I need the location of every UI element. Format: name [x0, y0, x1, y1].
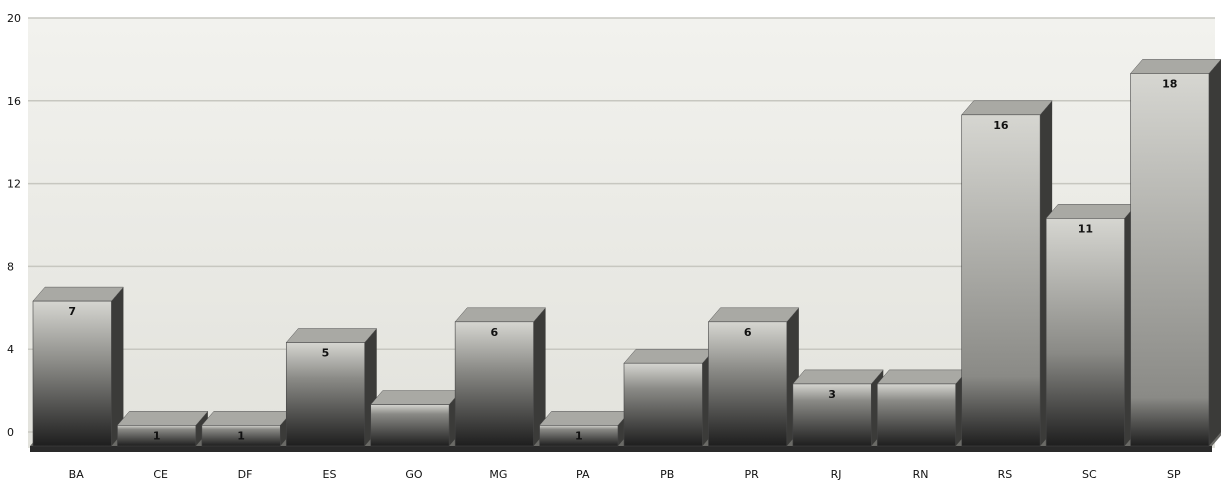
bar-CE	[116, 411, 209, 447]
bar-top	[539, 411, 631, 426]
x-tick-label: PB	[660, 468, 674, 481]
bar-side	[111, 287, 124, 446]
data-label: 18	[1162, 77, 1177, 90]
y-tick-label: 4	[7, 343, 14, 356]
data-label: 1	[153, 429, 161, 442]
bar-side	[533, 307, 546, 446]
x-tick-label: ES	[323, 468, 337, 481]
x-tick-label: PA	[576, 468, 590, 481]
bar-front	[32, 300, 112, 447]
bar-front	[708, 321, 788, 447]
x-tick-label: MG	[489, 468, 507, 481]
y-tick-label: 20	[7, 12, 21, 25]
bar-front	[285, 342, 366, 447]
bar-MG	[454, 307, 547, 447]
bar-SP	[1130, 59, 1221, 447]
data-label: 5	[322, 347, 330, 360]
bars	[32, 59, 1221, 447]
bar-top	[1130, 59, 1221, 74]
bar-front	[623, 362, 703, 447]
bar-SC	[1045, 204, 1138, 447]
bar-PA	[539, 411, 631, 447]
x-tick-label: RS	[998, 468, 1013, 481]
bar-top	[707, 307, 800, 323]
bar-top	[961, 100, 1053, 116]
bar-top	[792, 369, 884, 385]
data-label: 6	[491, 326, 499, 339]
bar-front	[1045, 218, 1125, 447]
bar-front	[117, 424, 197, 447]
bar-PR	[707, 307, 800, 447]
data-label: 11	[1078, 222, 1093, 235]
x-tick-label: CE	[153, 468, 168, 481]
bar-front	[201, 424, 281, 447]
bar-top	[623, 348, 715, 364]
y-tick-label: 16	[7, 95, 21, 108]
y-tick-label: 8	[7, 260, 14, 273]
y-tick-label: 12	[7, 178, 21, 191]
x-tick-label: SC	[1082, 468, 1097, 481]
bar-front	[961, 114, 1041, 447]
x-tick-label: PR	[745, 468, 760, 481]
x-tick-label: BA	[69, 468, 85, 481]
bar-top	[201, 411, 293, 426]
bar-front	[876, 383, 957, 447]
bar-front	[539, 424, 619, 447]
x-axis: BA CE DF ES GO MG PA PB PR RJ RN RS SC SP	[69, 468, 1181, 481]
x-tick-label: RN	[913, 468, 929, 481]
bar-side	[1209, 59, 1221, 447]
bar-RN	[876, 369, 969, 447]
y-tick-label: 0	[7, 426, 14, 439]
bar-DF	[201, 411, 293, 447]
bar-front	[370, 404, 450, 447]
data-label: 3	[828, 388, 836, 401]
bar-ES	[285, 328, 378, 447]
bar-top	[454, 307, 547, 323]
bar-front	[454, 321, 534, 447]
x-tick-label: GO	[405, 468, 423, 481]
bar-RJ	[792, 369, 884, 447]
bar-top	[876, 369, 969, 385]
bar-top	[116, 411, 209, 426]
x-tick-label: RJ	[831, 468, 842, 481]
data-label: 6	[744, 326, 752, 339]
bar-top	[32, 286, 124, 302]
x-tick-label: SP	[1167, 468, 1181, 481]
x-tick-label: DF	[238, 468, 253, 481]
bar-BA	[32, 286, 124, 447]
bar-top	[285, 328, 378, 343]
bar-top	[1045, 204, 1138, 219]
data-label: 1	[575, 429, 583, 442]
bar-PB	[623, 348, 715, 447]
data-label: 16	[993, 119, 1009, 132]
bar-GO	[370, 390, 462, 447]
data-label: 1	[237, 429, 245, 442]
bar-top	[370, 390, 462, 405]
bar-front	[792, 383, 872, 447]
data-label: 7	[68, 305, 76, 318]
bar-RS	[961, 100, 1053, 447]
floor-edge	[30, 446, 1212, 452]
bar-front	[1130, 73, 1210, 447]
y-axis: 0 4 8 12 16 20	[7, 12, 21, 439]
